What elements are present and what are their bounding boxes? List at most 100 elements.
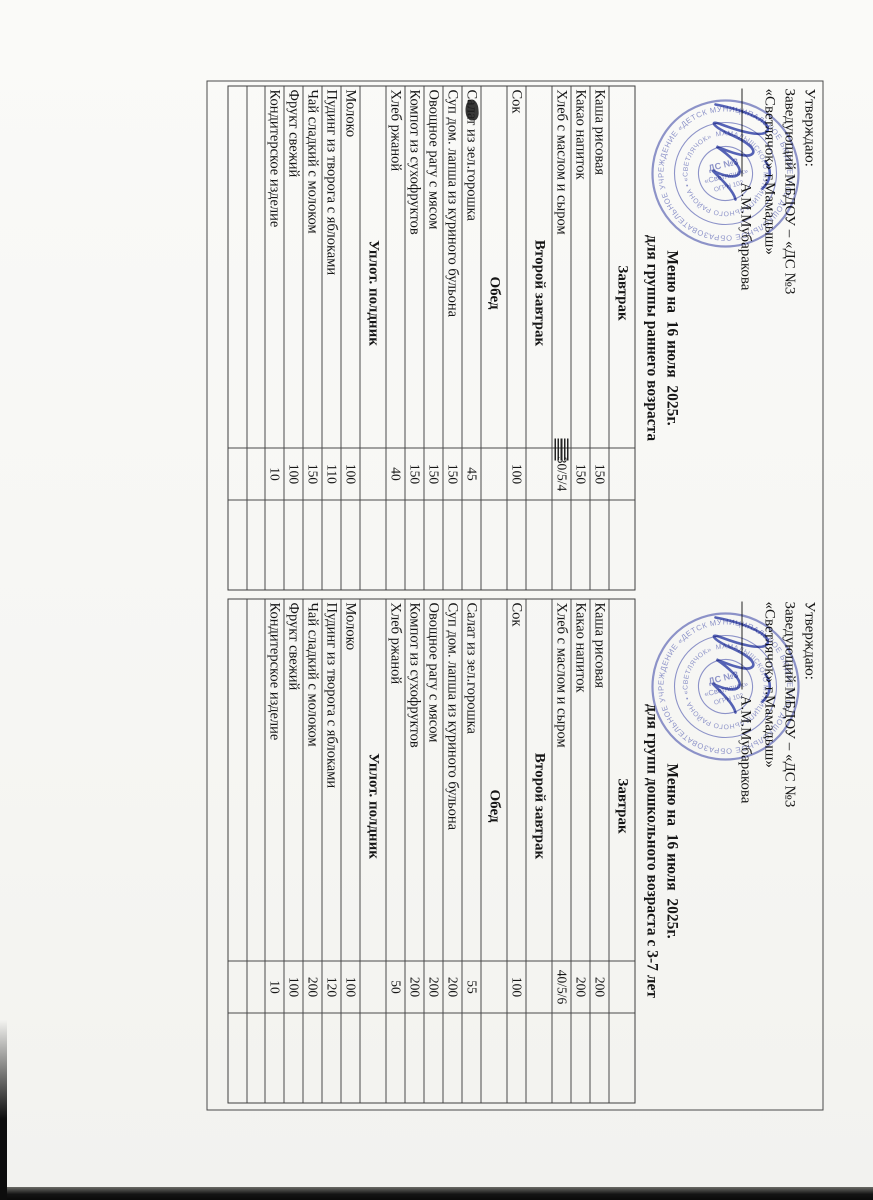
dish-name: Хлеб с маслом и сыром <box>553 602 569 748</box>
dish-name-cell: Овощное рагу с мясом <box>424 599 442 961</box>
dish-name: Какао напиток <box>572 89 588 180</box>
portion-value: 200 <box>407 976 422 997</box>
dish-name: Кондитерское изделие <box>266 602 282 740</box>
portion-value: 40/5/6 <box>554 969 569 1004</box>
section-header-row: Обед <box>480 599 506 1102</box>
portion-value-cell: 50 <box>386 961 404 1013</box>
menu-item-row: Каша рисовая 200 <box>589 599 608 1102</box>
empty-row <box>228 599 246 1102</box>
menu-item-row: Молоко 100 <box>340 599 359 1102</box>
dish-name-cell: Хлеб ржаной <box>386 599 404 961</box>
menu-item-row: Чай сладкий с молоком 150 <box>302 86 321 589</box>
spare-cell <box>405 500 423 589</box>
dish-name: Компот из сухофруктов <box>406 89 422 235</box>
dish-name: Каша рисовая <box>591 89 607 175</box>
menu-item-row: Хлеб ржаной 50 <box>385 599 404 1102</box>
menu-table: Завтрак Каша рисовая 200 Какао напиток 200 Хл… <box>227 598 635 1103</box>
portion-value: 120 <box>324 976 339 997</box>
spare-cell <box>526 500 551 589</box>
dish-name: Чай сладкий с молоком <box>304 602 320 747</box>
dish-name: Каша рисовая <box>591 602 607 688</box>
spare-cell <box>284 500 302 589</box>
menu-item-row: Сок 100 <box>506 86 525 589</box>
spare-cell <box>443 500 461 589</box>
portion-value: 100 <box>509 463 524 484</box>
signature-scribble-icon <box>711 615 771 714</box>
menu-item-row: Салат из зел.горошка 55 <box>461 599 480 1102</box>
dish-name-cell: Салат из зел.горошка <box>462 599 480 961</box>
section-header-label: Второй завтрак <box>531 752 548 859</box>
dish-name-cell: Компот из сухофруктов <box>405 599 423 961</box>
dish-name: Хлеб ржаной <box>387 602 403 684</box>
portion-value-cell: 200 <box>590 961 608 1013</box>
spare-cell <box>590 500 608 589</box>
portion-value-cell: 150 <box>424 448 442 500</box>
empty-row <box>246 599 264 1102</box>
menu-item-row: Сок 100 <box>506 599 525 1102</box>
portion-value: 100 <box>343 463 358 484</box>
dish-name-cell: Каша рисовая <box>590 86 608 448</box>
portion-value-cell: 100 <box>507 448 525 500</box>
section-header-label: Уплот. полдник <box>365 239 382 346</box>
menu-title-date: Меню на 16 июля 2025г. <box>663 762 680 939</box>
dish-name: Овощное рагу с мясом <box>425 89 441 229</box>
portion-value-cell: 55 <box>462 961 480 1013</box>
portion-value: 150 <box>407 463 422 484</box>
portion-value-cell <box>228 448 246 500</box>
spare-cell <box>247 500 264 589</box>
dish-name-cell: Салат из зел.горошка <box>462 86 480 448</box>
dish-name-cell: Овощное рагу с мясом <box>424 86 442 448</box>
spare-cell <box>507 1013 525 1102</box>
portion-value-cell: 40/5/6 <box>552 961 570 1013</box>
portion-value-cell: 40 <box>386 448 404 500</box>
portion-value-cell <box>228 961 246 1013</box>
portion-value-cell: 45 <box>462 448 480 500</box>
spare-cell <box>303 500 321 589</box>
empty-row <box>246 86 264 589</box>
portion-value: 200 <box>592 976 607 997</box>
section-header-row: Второй завтрак <box>525 86 551 589</box>
portion-value: 150 <box>445 463 460 484</box>
portion-value: 55 <box>464 979 479 994</box>
spare-cell <box>481 1013 506 1102</box>
portion-value-cell: 100 <box>341 961 359 1013</box>
menu-early-age: Утверждаю: Заведующий МБДОУ – «ДС №3 «Св… <box>206 76 823 590</box>
menu-title-group: для группы раннего возраста <box>643 234 660 441</box>
dish-name: Молоко <box>342 602 358 650</box>
dish-name-cell <box>247 599 264 961</box>
portion-value-cell: 150 <box>571 448 589 500</box>
section-header-row: Уплот. полдник <box>359 86 385 589</box>
dish-name: Сок <box>508 602 524 626</box>
menu-title-group: для групп дошкольного возраста с 3-7 лет <box>643 703 660 998</box>
portion-value: 200 <box>445 976 460 997</box>
menu-item-row: Овощное рагу с мясом 200 <box>423 599 442 1102</box>
menu-item-row: Кондитерское изделие 10 <box>264 86 283 589</box>
portion-value: 100 <box>286 463 301 484</box>
dish-name-cell: Какао напиток <box>571 86 589 448</box>
dish-name-cell: Сок <box>507 86 525 448</box>
portion-value-cell: 10 <box>265 961 283 1013</box>
portion-value-cell: 200 <box>424 961 442 1013</box>
dish-name-cell: Компот из сухофруктов <box>405 86 423 448</box>
spare-cell <box>462 500 480 589</box>
spare-cell <box>322 500 340 589</box>
portion-value: 150 <box>573 463 588 484</box>
menu-item-row: Хлеб с маслом и сыром 40/5/6 <box>551 599 570 1102</box>
portion-value: 200 <box>573 976 588 997</box>
spare-cell <box>552 1013 570 1102</box>
menu-item-row: Хлеб с маслом и сыром 30/5/4 <box>551 86 570 589</box>
dish-name-cell: Сок <box>507 599 525 961</box>
dish-name: Овощное рагу с мясом <box>425 602 441 742</box>
portion-value-cell: 150 <box>590 448 608 500</box>
dish-name: Сок <box>508 89 524 113</box>
spare-cell <box>481 500 506 589</box>
dish-name: Какао напиток <box>572 602 588 693</box>
dish-name-cell: Молоко <box>341 599 359 961</box>
section-header-label: Второй завтрак <box>531 239 548 346</box>
section-header-row: Уплот. полдник <box>359 599 385 1102</box>
spare-cell <box>322 1013 340 1102</box>
menu-preschool: Утверждаю: Заведующий МБДОУ – «ДС №3 «Св… <box>206 589 823 1103</box>
portion-value-cell: 200 <box>443 961 461 1013</box>
portion-value: 100 <box>509 976 524 997</box>
spare-cell <box>341 1013 359 1102</box>
